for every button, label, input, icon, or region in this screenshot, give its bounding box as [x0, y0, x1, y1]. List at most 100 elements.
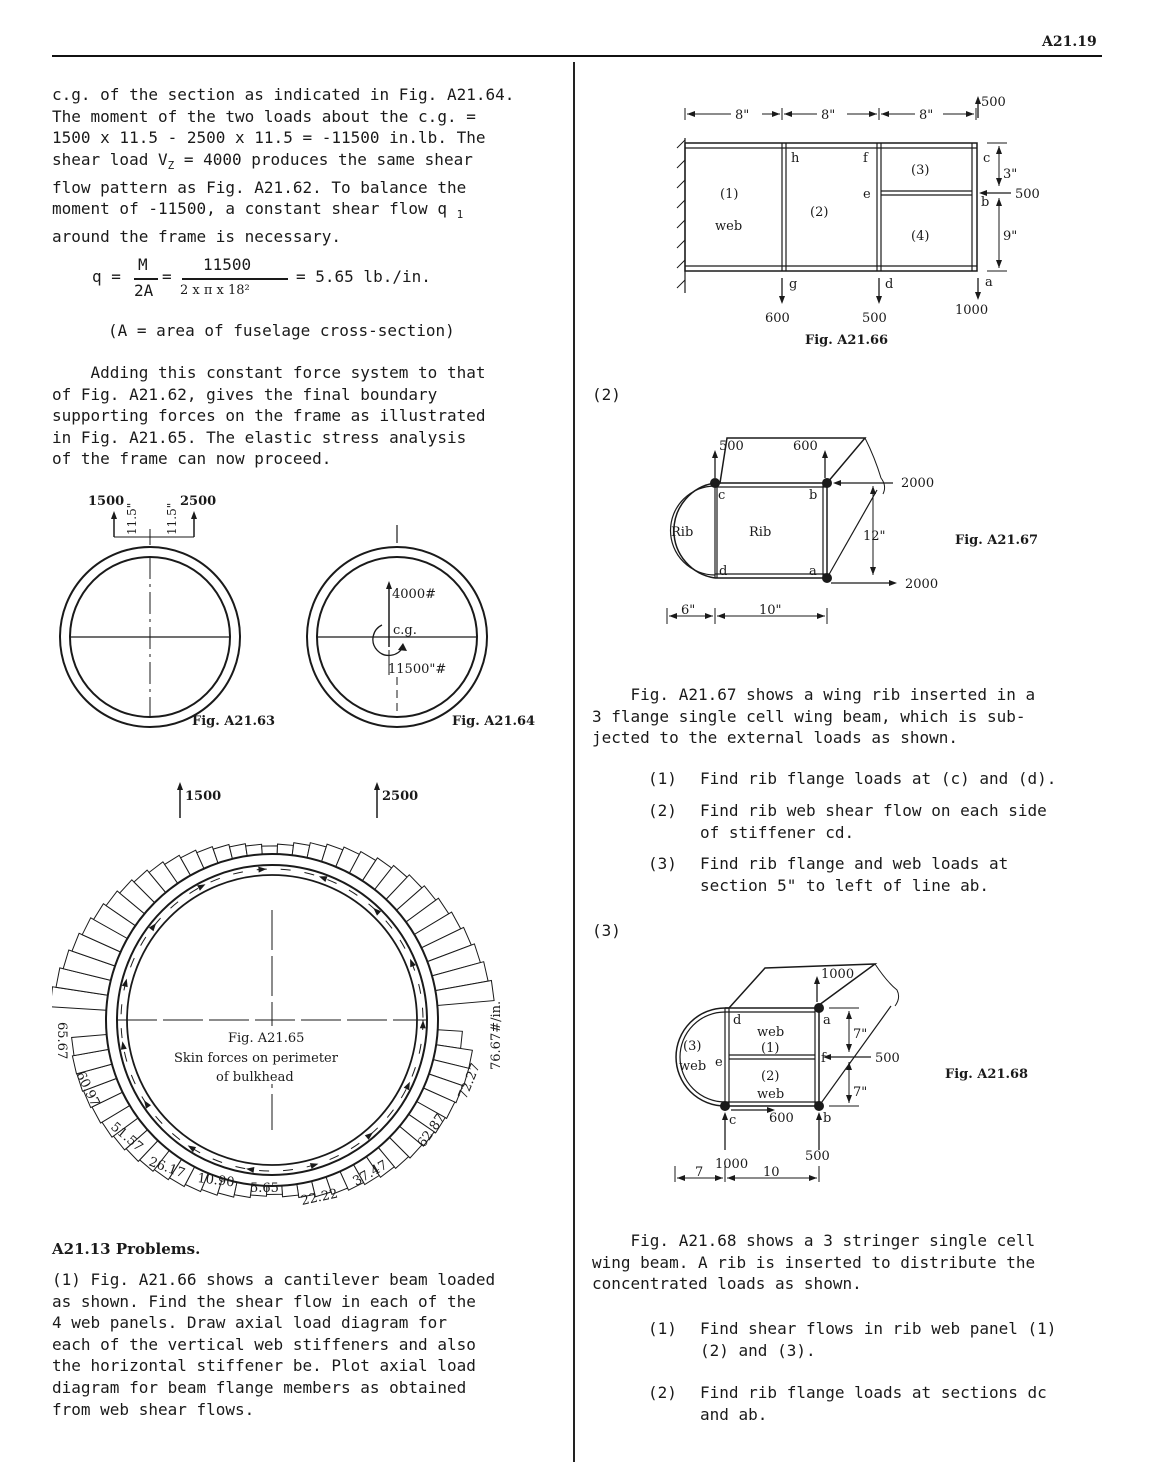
fig66-load-bottom: 1000	[955, 303, 988, 318]
fig66-panel: (3)	[911, 163, 929, 178]
fig67-caption: Fig. A21.67	[955, 533, 1038, 548]
fig68-dim-7b: 7"	[853, 1085, 867, 1100]
problem1-line: (1) Fig. A21.66 shows a cantilever beam …	[52, 1270, 496, 1289]
fig-a21-66: 8" 8" 8" 500 (1) (2) (3) (4) web h f c e…	[676, 95, 1040, 348]
fig65-force-bars	[52, 842, 495, 1199]
eq-frac2-bar	[182, 278, 288, 280]
fig65-subcaption-1: Skin forces on perimeter	[174, 1051, 339, 1066]
fig65-flow-arrow	[187, 1145, 197, 1153]
para2-line: of Fig. A21.62, gives the final boundary	[52, 384, 438, 404]
fig65-load-right: 2500	[382, 789, 418, 804]
fig66-load-bottom: 500	[862, 311, 887, 326]
fig63-load-left: 1500	[88, 494, 124, 509]
para1-line: 1500 x 11.5 - 2500 x 11.5 = -11500 in.lb…	[52, 128, 486, 148]
fig63-dim-right: 11.5"	[165, 503, 179, 535]
fig66-caption: Fig. A21.66	[805, 333, 888, 348]
vz-subscript: Z	[167, 158, 175, 172]
fig66-point: e	[863, 187, 871, 202]
fig64: 4000# c.g. 11500"# Fig. A21.64	[306, 525, 535, 729]
fig65-flow-arrow	[120, 1041, 127, 1050]
fig68-web3: web	[679, 1059, 706, 1074]
eq-lhs: q =	[92, 267, 121, 286]
fig-a21-68: 1000 d a e f c b web (1) (2) web (3) web…	[674, 963, 1028, 1182]
list-num: (2)	[648, 801, 677, 820]
fig65-flow-arrow	[373, 907, 382, 916]
para1-line: around the frame is necessary.	[52, 226, 341, 246]
list-text: Find rib flange loads at sections dc and…	[700, 1383, 1047, 1424]
list-text: Find rib web shear flow on each side of …	[700, 801, 1047, 842]
fig68-web1n: (1)	[761, 1041, 779, 1056]
fig66-panel: (4)	[911, 229, 929, 244]
fig66-web: web	[715, 219, 742, 234]
fig65-flow-arrow	[318, 876, 328, 882]
fig68-pt: c	[729, 1113, 736, 1128]
fig65-flow-arrow	[364, 1132, 373, 1140]
paragraph-2: Adding this constant force system to tha…	[52, 362, 572, 470]
fig68-web1: web	[757, 1025, 784, 1040]
fig67-rib2: Rib	[749, 525, 771, 540]
list-num: (3)	[648, 854, 677, 873]
paragraph-68: Fig. A21.68 shows a 3 stringer single ce…	[592, 1230, 1112, 1295]
fig68-pt: b	[823, 1111, 831, 1126]
fig67-pt: d	[719, 564, 727, 579]
fig67-rib1: Rib	[671, 525, 693, 540]
problem1-line: from web shear flows.	[52, 1399, 255, 1419]
eq-equals: =	[162, 267, 172, 286]
fig63: 1500 2500 11.5" 11.5" Fig. A21.63	[59, 494, 275, 729]
eq-frac1-bar	[134, 278, 158, 280]
problem1-line: each of the vertical web stiffeners and …	[52, 1334, 476, 1354]
fig68-web2: web	[757, 1087, 784, 1102]
para67-line: 3 flange single cell wing beam, which is…	[592, 706, 1026, 726]
fig67-pt: c	[718, 488, 725, 503]
fig66-load-mid: 500	[1015, 187, 1040, 202]
fig65-load-left: 1500	[185, 789, 221, 804]
problem1-line: the horizontal stiffener be. Plot axial …	[52, 1356, 476, 1376]
fig65-value: 10.90	[197, 1171, 236, 1190]
paragraph-1: c.g. of the section as indicated in Fig.…	[52, 84, 572, 248]
fig66-load-top: 500	[981, 95, 1006, 110]
fig64-moment: 11500"#	[388, 662, 446, 677]
label-3: (3)	[592, 921, 621, 940]
fig65-flow-arrow	[121, 978, 128, 988]
para2-line: supporting forces on the frame as illust…	[52, 406, 486, 426]
fig68-load-cb: 600	[769, 1111, 794, 1126]
para1-line: shear load VZ = 4000 produces the same s…	[52, 149, 473, 172]
fig66-point: b	[981, 195, 989, 210]
shear-flow-equation: q = M 2A = 11500 2 x π x 18² = 5.65 lb./…	[92, 254, 552, 302]
fig68-dim-bottom: 7	[695, 1165, 703, 1180]
fig65-subcaption-2: of bulkhead	[216, 1070, 294, 1085]
list-num: (1)	[648, 1319, 677, 1338]
fig66-point: c	[983, 151, 990, 166]
para68-line: Fig. A21.68 shows a 3 stringer single ce…	[592, 1231, 1036, 1250]
fig67-dim-10: 10"	[759, 603, 782, 618]
fig66-dim: 8"	[821, 108, 835, 123]
eq-result: = 5.65 lb./in.	[296, 267, 431, 286]
label-2: (2)	[592, 385, 621, 404]
fig63-load-right: 2500	[180, 494, 216, 509]
fig68-load-bottom: 1000	[715, 1157, 748, 1172]
para68-line: concentrated loads as shown.	[592, 1274, 862, 1294]
eq-frac1-den: 2A	[134, 281, 154, 300]
para1-line: The moment of the two loads about the c.…	[52, 106, 476, 126]
fig66-panel: (1)	[720, 187, 738, 202]
fig-a21-65: 1500 2500 Fig. A21.65 Skin forces on per…	[52, 782, 504, 1209]
fig66-point: h	[791, 151, 800, 166]
problems-title: A21.13 Problems.	[52, 1240, 201, 1258]
eq-frac2-num: 11500	[203, 255, 252, 274]
fig67-load-c: 500	[719, 439, 744, 454]
fig68-dim-7a: 7"	[853, 1027, 867, 1042]
para67-line: Fig. A21.67 shows a wing rib inserted in…	[592, 685, 1036, 704]
fig65-flow-arrow	[258, 866, 267, 873]
fig67-dim-h: 12"	[863, 529, 886, 544]
fig67-load-bot-right: 2000	[905, 577, 938, 592]
fig65-flow-arrow	[403, 1081, 410, 1091]
fig68-web3n: (3)	[683, 1039, 701, 1054]
fig68-pt: d	[733, 1013, 741, 1028]
para67-line: jected to the external loads as shown.	[592, 728, 959, 748]
fig66-dim-9: 9"	[1003, 229, 1017, 244]
fig65-flow-arrow	[246, 1167, 255, 1173]
para1-line: c.g. of the section as indicated in Fig.…	[52, 85, 515, 104]
fig65-value: 76.67#/in.	[489, 1001, 504, 1070]
para68-line: wing beam. A rib is inserted to distribu…	[592, 1252, 1036, 1272]
header-rule	[52, 55, 1102, 57]
